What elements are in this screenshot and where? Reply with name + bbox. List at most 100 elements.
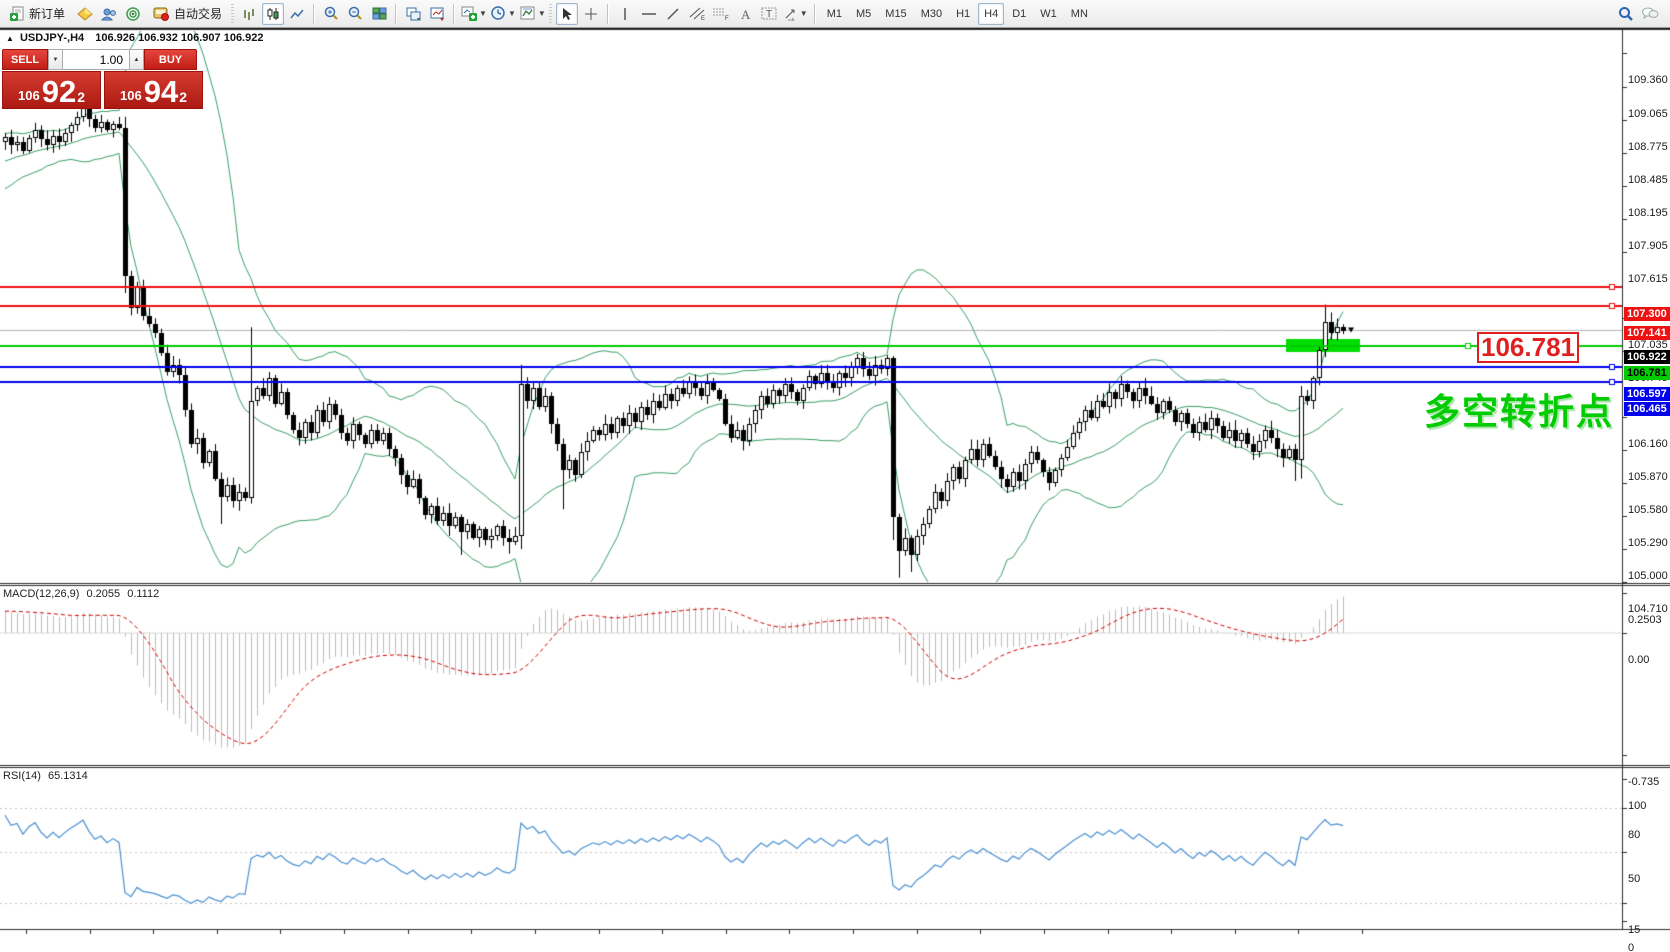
cursor-button[interactable] [555,2,578,25]
svg-text:A: A [741,7,751,21]
bar-chart-button[interactable] [238,3,260,25]
macd-axis-label: 0.2503 [1628,614,1662,626]
indicators-button[interactable]: ▼ [519,3,547,25]
timeframe-d1[interactable]: D1 [1012,7,1027,20]
line-chart-button[interactable] [286,3,308,25]
fibonacci-button[interactable]: F [710,3,732,25]
price-tick-label: 105.000 [1628,570,1668,582]
rsi-axis-label: 15 [1628,924,1641,936]
symbol-ohlc: 106.926 106.932 106.907 106.922 [95,32,264,44]
volume-down-button[interactable]: ▼ [48,49,63,70]
toolbar-separator [453,3,456,24]
channel-button[interactable]: E [686,3,708,25]
chevron-down-icon: ▼ [479,9,487,18]
price-tick-label: 107.035 [1628,339,1668,351]
price-tick-label: 104.710 [1628,603,1668,615]
sell-price-frac: 2 [77,89,85,105]
timeframe-group: M1 M5 M15 M30 H1 H4 D1 W1 MN [820,2,1095,25]
bar-chart-icon [242,7,256,21]
cursor-icon [561,7,573,21]
cascade-button[interactable] [402,3,424,25]
price-divider [101,71,104,109]
cascade-icon [406,7,421,21]
accounts-button[interactable] [98,3,120,25]
zoom-out-button[interactable] [344,3,366,25]
chat-icon [1641,6,1659,21]
tile-windows-button[interactable] [368,3,390,25]
buy-price-main: 94 [143,74,179,109]
timeframe-m5[interactable]: M5 [856,7,872,20]
autotrading-label: 自动交易 [174,7,223,21]
price-tick-label: 107.615 [1628,273,1668,285]
label-button[interactable]: T [758,3,780,25]
rsi-axis-label: 50 [1628,873,1641,885]
crosshair-button[interactable] [580,3,602,25]
price-tick-label: 105.580 [1628,504,1668,516]
rsi-label: RSI(14) 65.1314 [3,770,88,782]
price-tick-label: 105.870 [1628,471,1668,483]
macd-axis-label: 0.00 [1628,654,1650,666]
autotrading-icon [153,6,170,21]
timeframe-w1[interactable]: W1 [1040,7,1057,20]
vertical-line-icon [620,7,630,21]
horizontal-line-icon [641,7,657,21]
volume-input[interactable] [63,49,129,70]
arrange-button[interactable] [426,3,448,25]
collapse-icon[interactable]: ▲ [6,34,14,43]
trendline-button[interactable] [662,3,684,25]
main-toolbar: 新订单 自动交易 ▼ ▼ ▼ E F A T ▼ [0,0,1670,28]
shapes-button[interactable]: ▼ [782,3,809,25]
horizontal-line-button[interactable] [638,3,660,25]
search-button[interactable] [1615,3,1637,25]
trendline-icon [666,7,680,21]
period-icon [491,6,506,21]
autotrading-button[interactable]: 自动交易 [146,3,229,25]
timeframe-h1[interactable]: H1 [956,7,971,20]
buy-button[interactable]: BUY [144,49,197,70]
zoom-in-button[interactable] [320,3,342,25]
fibonacci-icon: F [712,6,730,21]
volume-up-button[interactable]: ▲ [129,49,144,70]
signals-button[interactable] [122,3,144,25]
svg-text:F: F [725,16,729,21]
timeframe-h4[interactable]: H4 [978,2,1005,25]
chart-canvas[interactable] [0,28,1670,952]
search-icon [1618,6,1634,22]
timeframe-m15[interactable]: M15 [885,7,907,20]
new-order-button[interactable]: 新订单 [3,3,72,25]
price-tick-label: 109.360 [1628,74,1668,86]
timeframe-m30[interactable]: M30 [920,7,943,20]
turning-point-annotation[interactable]: 多空转折点 [1424,391,1615,432]
chevron-down-icon: ▼ [799,9,808,18]
new-order-label: 新订单 [29,7,66,21]
new-order-icon [10,6,25,21]
vertical-line-button[interactable] [614,3,636,25]
new-chart-icon [461,6,478,21]
price-line-label: 106.781 [1624,366,1670,380]
buy-price[interactable]: 106 94 2 [104,71,203,109]
text-icon: A [739,7,751,21]
toolbar-right [1614,3,1662,25]
price-tick-label: 108.775 [1628,141,1668,153]
market-watch-button[interactable] [74,3,96,25]
text-button[interactable]: A [734,3,756,25]
price-tick-label: 109.065 [1628,108,1668,120]
timeframe-m1[interactable]: M1 [826,7,842,20]
zoom-out-icon [348,6,363,21]
price-callout-box[interactable]: 106.781 [1477,332,1579,363]
sell-button[interactable]: SELL [2,49,48,70]
periods-button[interactable]: ▼ [490,3,517,25]
toolbar-grip [231,3,235,24]
indicators-icon [520,6,536,21]
sell-price[interactable]: 106 92 2 [2,71,101,109]
rsi-axis-label: 0 [1628,942,1635,952]
price-line-label: 107.300 [1624,307,1670,321]
candlestick-chart-button[interactable] [262,2,285,25]
buy-price-prefix: 106 [120,88,142,103]
chat-button[interactable] [1639,3,1661,25]
toolbar-grip [548,3,552,24]
timeframe-mn[interactable]: MN [1070,7,1088,20]
new-chart-button[interactable]: ▼ [460,3,488,25]
